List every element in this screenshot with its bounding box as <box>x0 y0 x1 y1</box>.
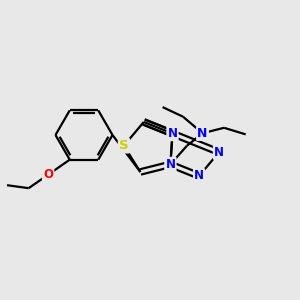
Text: N: N <box>167 127 178 140</box>
Text: N: N <box>197 127 208 140</box>
Text: N: N <box>214 146 224 159</box>
Text: S: S <box>119 139 129 152</box>
Text: N: N <box>165 158 176 171</box>
Text: O: O <box>43 168 53 181</box>
Text: N: N <box>194 169 204 182</box>
Text: N: N <box>197 127 208 140</box>
Text: O: O <box>43 168 53 181</box>
